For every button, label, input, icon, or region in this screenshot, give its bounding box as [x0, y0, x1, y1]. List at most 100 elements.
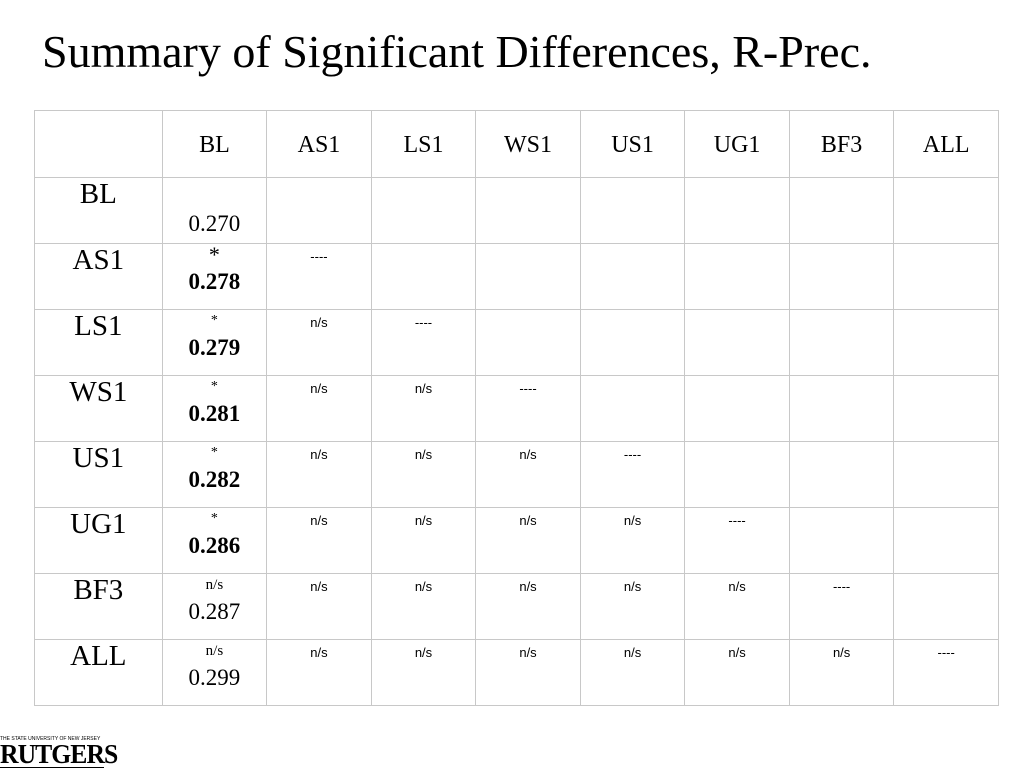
comparison-cell: ----: [788, 573, 895, 640]
comparison-result: ----: [623, 447, 642, 462]
comparison-cell: [475, 309, 581, 376]
comparison-cell: [893, 375, 999, 442]
comparison-result: n/s: [623, 513, 642, 528]
significance-table: BL AS1 LS1 WS1 US1 UG1 BF3 ALL BL 0.270 AS…: [34, 110, 999, 706]
row-label: BL: [34, 177, 163, 244]
comparison-cell: [684, 441, 790, 508]
comparison-result: ----: [832, 579, 851, 594]
comparison-cell: [684, 243, 790, 310]
table-row: ALL n/s 0.299 n/s n/s n/s n/s n/s n/s ----: [34, 639, 999, 706]
comparison-cell: [893, 573, 999, 640]
comparison-cell: [475, 177, 581, 244]
significance-mark: n/s: [205, 577, 224, 593]
table-row: BF3 n/s 0.287 n/s n/s n/s n/s n/s ----: [34, 573, 999, 640]
row-label: BF3: [34, 573, 163, 640]
comparison-cell: n/s: [475, 507, 581, 574]
comparison-cell: n/s: [266, 573, 372, 640]
baseline-cell: * 0.278: [161, 242, 268, 310]
comparison-result: ----: [519, 381, 537, 396]
comparison-result: n/s: [310, 645, 328, 660]
comparison-cell: [579, 243, 686, 310]
logo-tagline: THE STATE UNIVERSITY OF NEW JERSEY: [0, 736, 101, 742]
comparison-cell: n/s: [266, 309, 372, 376]
comparison-result: ----: [937, 645, 955, 660]
comparison-cell: [579, 309, 686, 376]
column-header: US1: [579, 110, 686, 178]
comparison-cell: [893, 177, 999, 244]
comparison-result: n/s: [310, 513, 328, 528]
baseline-cell: * 0.281: [161, 375, 268, 442]
comparison-result: n/s: [310, 447, 328, 462]
comparison-cell: [788, 309, 895, 376]
comparison-cell: n/s: [370, 441, 477, 508]
r-prec-value: 0.282: [188, 467, 241, 492]
r-prec-value: 0.286: [188, 533, 241, 558]
r-prec-value: 0.287: [188, 599, 241, 624]
column-header: AS1: [266, 110, 372, 178]
column-header: BL: [161, 110, 268, 178]
comparison-cell: n/s: [370, 573, 477, 640]
column-header: UG1: [684, 110, 790, 178]
column-header: ALL: [893, 110, 999, 178]
rutgers-logo: THE STATE UNIVERSITY OF NEW JERSEY RUTGE…: [0, 736, 118, 769]
comparison-cell: [788, 177, 895, 244]
comparison-cell: ----: [475, 375, 581, 442]
baseline-cell: n/s 0.299: [161, 639, 268, 706]
comparison-result: n/s: [414, 381, 433, 396]
comparison-cell: [788, 375, 895, 442]
comparison-cell: [788, 441, 895, 508]
comparison-cell: n/s: [370, 639, 477, 706]
comparison-cell: n/s: [684, 573, 790, 640]
significance-mark: *: [210, 445, 218, 460]
r-prec-value: 0.279: [188, 335, 241, 360]
comparison-cell: [684, 309, 790, 376]
comparison-cell: n/s: [475, 573, 581, 640]
comparison-result: n/s: [414, 645, 433, 660]
significance-mark: n/s: [205, 643, 224, 659]
table-row: BL 0.270: [34, 177, 999, 244]
comparison-cell: ----: [579, 441, 686, 508]
comparison-cell: n/s: [579, 507, 686, 574]
comparison-result: n/s: [310, 381, 328, 396]
comparison-result: n/s: [623, 579, 642, 594]
column-header: WS1: [475, 110, 581, 178]
comparison-cell: [579, 375, 686, 442]
comparison-cell: n/s: [266, 639, 372, 706]
slide-title: Summary of Significant Differences, R-Pr…: [42, 26, 872, 77]
comparison-cell: ----: [266, 243, 372, 310]
comparison-cell: n/s: [266, 441, 372, 508]
comparison-cell: [788, 243, 895, 310]
comparison-cell: [266, 177, 372, 244]
comparison-cell: [788, 507, 895, 574]
comparison-cell: [893, 309, 999, 376]
comparison-cell: n/s: [579, 573, 686, 640]
comparison-cell: [893, 243, 999, 310]
comparison-cell: n/s: [475, 441, 581, 508]
comparison-cell: [893, 507, 999, 574]
significance-mark: *: [208, 242, 220, 267]
significance-mark: *: [210, 379, 218, 394]
table-row: LS1 * 0.279 n/s ----: [34, 309, 999, 376]
comparison-result: ----: [728, 513, 746, 528]
baseline-cell: * 0.282: [161, 441, 268, 508]
baseline-cell: * 0.286: [161, 507, 268, 574]
comparison-cell: [893, 441, 999, 508]
comparison-cell: [370, 177, 477, 244]
comparison-result: n/s: [414, 447, 433, 462]
comparison-result: n/s: [519, 579, 537, 594]
row-label: UG1: [34, 507, 163, 574]
comparison-cell: n/s: [788, 639, 895, 706]
comparison-cell: n/s: [475, 639, 581, 706]
baseline-cell: * 0.279: [161, 309, 268, 376]
significance-mark: *: [210, 313, 218, 328]
comparison-cell: n/s: [266, 507, 372, 574]
comparison-result: n/s: [623, 645, 642, 660]
logo-wordmark: RUTGERS: [0, 739, 118, 769]
comparison-cell: n/s: [370, 507, 477, 574]
comparison-cell: ----: [370, 309, 477, 376]
comparison-result: ----: [414, 315, 433, 330]
column-header: BF3: [788, 110, 895, 178]
comparison-result: n/s: [414, 579, 433, 594]
baseline-cell: n/s 0.287: [161, 573, 268, 640]
comparison-result: n/s: [728, 645, 746, 660]
